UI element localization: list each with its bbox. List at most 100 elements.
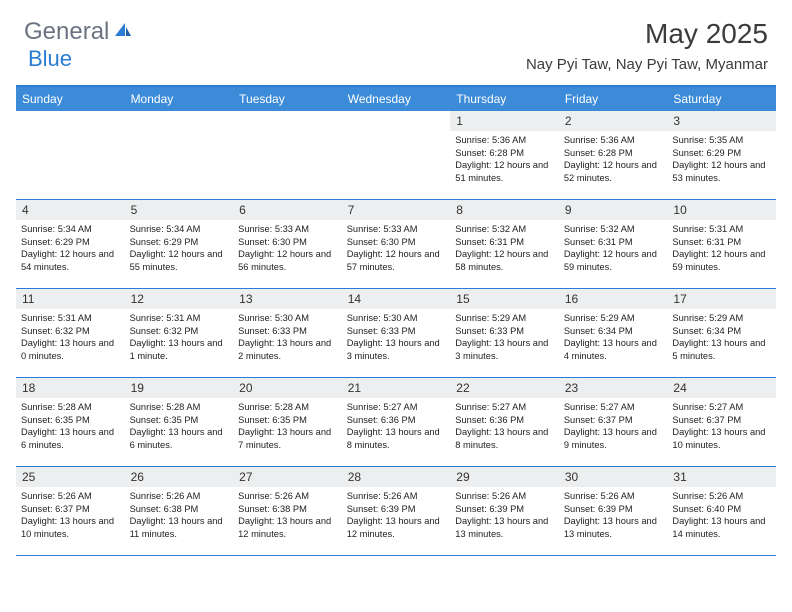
- sunrise-line: Sunrise: 5:27 AM: [564, 401, 663, 414]
- sunrise-line: Sunrise: 5:29 AM: [564, 312, 663, 325]
- day-number: 19: [125, 378, 234, 398]
- weekday-header: Thursday: [450, 87, 559, 111]
- weekday-header: Saturday: [667, 87, 776, 111]
- daylight-line: Daylight: 13 hours and 1 minute.: [130, 337, 229, 362]
- sunset-line: Sunset: 6:38 PM: [130, 503, 229, 516]
- day-details: Sunrise: 5:27 AMSunset: 6:36 PMDaylight:…: [342, 398, 451, 455]
- logo: General: [24, 18, 133, 46]
- calendar-day-cell: 13Sunrise: 5:30 AMSunset: 6:33 PMDayligh…: [233, 289, 342, 377]
- day-number: 15: [450, 289, 559, 309]
- sunset-line: Sunset: 6:39 PM: [455, 503, 554, 516]
- day-details: Sunrise: 5:27 AMSunset: 6:37 PMDaylight:…: [559, 398, 668, 455]
- sunset-line: Sunset: 6:32 PM: [21, 325, 120, 338]
- sunset-line: Sunset: 6:32 PM: [130, 325, 229, 338]
- day-number: 31: [667, 467, 776, 487]
- weekday-header: Sunday: [16, 87, 125, 111]
- daylight-line: Daylight: 13 hours and 14 minutes.: [672, 515, 771, 540]
- day-number: 23: [559, 378, 668, 398]
- page-header: General May 2025 Nay Pyi Taw, Nay Pyi Ta…: [0, 0, 792, 81]
- day-number: 10: [667, 200, 776, 220]
- day-details: Sunrise: 5:26 AMSunset: 6:37 PMDaylight:…: [16, 487, 125, 544]
- sunset-line: Sunset: 6:39 PM: [347, 503, 446, 516]
- calendar-day-cell: 19 Sunrise: 5:28 AMSunset: 6:35 PMDayligh…: [125, 378, 234, 466]
- daylight-line: Daylight: 12 hours and 57 minutes.: [347, 248, 446, 273]
- day-number: 17: [667, 289, 776, 309]
- sunset-line: Sunset: 6:31 PM: [564, 236, 663, 249]
- sunset-line: Sunset: 6:34 PM: [672, 325, 771, 338]
- logo-text-blue: Blue: [28, 46, 72, 71]
- calendar-day-cell: 24Sunrise: 5:27 AMSunset: 6:37 PMDayligh…: [667, 378, 776, 466]
- day-details: Sunrise: 5:26 AMSunset: 6:40 PMDaylight:…: [667, 487, 776, 544]
- day-details: Sunrise: 5:27 AMSunset: 6:37 PMDaylight:…: [667, 398, 776, 455]
- day-number: 14: [342, 289, 451, 309]
- day-number: 30: [559, 467, 668, 487]
- sunrise-line: Sunrise: 5:34 AM: [130, 223, 229, 236]
- calendar-day-cell: 12Sunrise: 5:31 AMSunset: 6:32 PMDayligh…: [125, 289, 234, 377]
- sunset-line: Sunset: 6:36 PM: [455, 414, 554, 427]
- calendar-day-cell: 28Sunrise: 5:26 AMSunset: 6:39 PMDayligh…: [342, 467, 451, 555]
- calendar-day-cell: 20Sunrise: 5:28 AMSunset: 6:35 PMDayligh…: [233, 378, 342, 466]
- daylight-line: Daylight: 13 hours and 13 minutes.: [564, 515, 663, 540]
- sunrise-line: Sunrise: 5:26 AM: [130, 490, 229, 503]
- day-number: 29: [450, 467, 559, 487]
- daylight-line: Daylight: 12 hours and 53 minutes.: [672, 159, 771, 184]
- weekday-header: Wednesday: [342, 87, 451, 111]
- day-number: 9: [559, 200, 668, 220]
- day-number: [125, 111, 234, 131]
- day-number: 22: [450, 378, 559, 398]
- daylight-line: Daylight: 13 hours and 2 minutes.: [238, 337, 337, 362]
- sunset-line: Sunset: 6:36 PM: [347, 414, 446, 427]
- daylight-line: Daylight: 13 hours and 6 minutes.: [130, 426, 229, 451]
- day-details: [125, 131, 234, 138]
- day-details: Sunrise: 5:31 AMSunset: 6:32 PMDaylight:…: [125, 309, 234, 366]
- calendar-week-row: 25Sunrise: 5:26 AMSunset: 6:37 PMDayligh…: [16, 467, 776, 556]
- sunset-line: Sunset: 6:33 PM: [238, 325, 337, 338]
- calendar-day-cell: [342, 111, 451, 199]
- sunset-line: Sunset: 6:28 PM: [455, 147, 554, 160]
- daylight-line: Daylight: 13 hours and 13 minutes.: [455, 515, 554, 540]
- sunset-line: Sunset: 6:35 PM: [130, 414, 229, 427]
- weekday-header: Tuesday: [233, 87, 342, 111]
- sunrise-line: Sunrise: 5:32 AM: [564, 223, 663, 236]
- sunrise-line: Sunrise: 5:34 AM: [21, 223, 120, 236]
- daylight-line: Daylight: 13 hours and 9 minutes.: [564, 426, 663, 451]
- calendar-day-cell: 29Sunrise: 5:26 AMSunset: 6:39 PMDayligh…: [450, 467, 559, 555]
- day-details: Sunrise: 5:34 AMSunset: 6:29 PMDaylight:…: [16, 220, 125, 277]
- sunrise-line: Sunrise: 5:33 AM: [347, 223, 446, 236]
- day-details: Sunrise: 5:35 AMSunset: 6:29 PMDaylight:…: [667, 131, 776, 188]
- day-details: Sunrise: 5:29 AMSunset: 6:34 PMDaylight:…: [667, 309, 776, 366]
- daylight-line: Daylight: 13 hours and 7 minutes.: [238, 426, 337, 451]
- sunset-line: Sunset: 6:29 PM: [672, 147, 771, 160]
- day-details: Sunrise: 5:32 AMSunset: 6:31 PMDaylight:…: [450, 220, 559, 277]
- daylight-line: Daylight: 13 hours and 8 minutes.: [347, 426, 446, 451]
- logo-blue-wrap: Blue: [28, 46, 72, 72]
- weekday-header: Monday: [125, 87, 234, 111]
- daylight-line: Daylight: 13 hours and 0 minutes.: [21, 337, 120, 362]
- daylight-line: Daylight: 13 hours and 5 minutes.: [672, 337, 771, 362]
- daylight-line: Daylight: 12 hours and 58 minutes.: [455, 248, 554, 273]
- sunset-line: Sunset: 6:30 PM: [238, 236, 337, 249]
- sunrise-line: Sunrise: 5:28 AM: [130, 401, 229, 414]
- calendar-day-cell: 25Sunrise: 5:26 AMSunset: 6:37 PMDayligh…: [16, 467, 125, 555]
- day-details: Sunrise: 5:30 AMSunset: 6:33 PMDaylight:…: [233, 309, 342, 366]
- calendar-week-row: 4Sunrise: 5:34 AMSunset: 6:29 PMDaylight…: [16, 200, 776, 289]
- logo-text-general: General: [24, 18, 109, 46]
- sunset-line: Sunset: 6:28 PM: [564, 147, 663, 160]
- sunset-line: Sunset: 6:31 PM: [455, 236, 554, 249]
- sunset-line: Sunset: 6:38 PM: [238, 503, 337, 516]
- sunrise-line: Sunrise: 5:27 AM: [455, 401, 554, 414]
- daylight-line: Daylight: 12 hours and 55 minutes.: [130, 248, 229, 273]
- daylight-line: Daylight: 12 hours and 54 minutes.: [21, 248, 120, 273]
- daylight-line: Daylight: 13 hours and 4 minutes.: [564, 337, 663, 362]
- day-number: 11: [16, 289, 125, 309]
- sunrise-line: Sunrise: 5:26 AM: [564, 490, 663, 503]
- day-details: Sunrise: 5:29 AMSunset: 6:34 PMDaylight:…: [559, 309, 668, 366]
- day-details: Sunrise: 5:36 AMSunset: 6:28 PMDaylight:…: [559, 131, 668, 188]
- calendar-day-cell: [233, 111, 342, 199]
- sunset-line: Sunset: 6:35 PM: [21, 414, 120, 427]
- day-details: Sunrise: 5:28 AMSunset: 6:35 PMDaylight:…: [16, 398, 125, 455]
- day-details: Sunrise: 5:26 AMSunset: 6:38 PMDaylight:…: [125, 487, 234, 544]
- day-details: [16, 131, 125, 138]
- daylight-line: Daylight: 12 hours and 59 minutes.: [672, 248, 771, 273]
- sunset-line: Sunset: 6:31 PM: [672, 236, 771, 249]
